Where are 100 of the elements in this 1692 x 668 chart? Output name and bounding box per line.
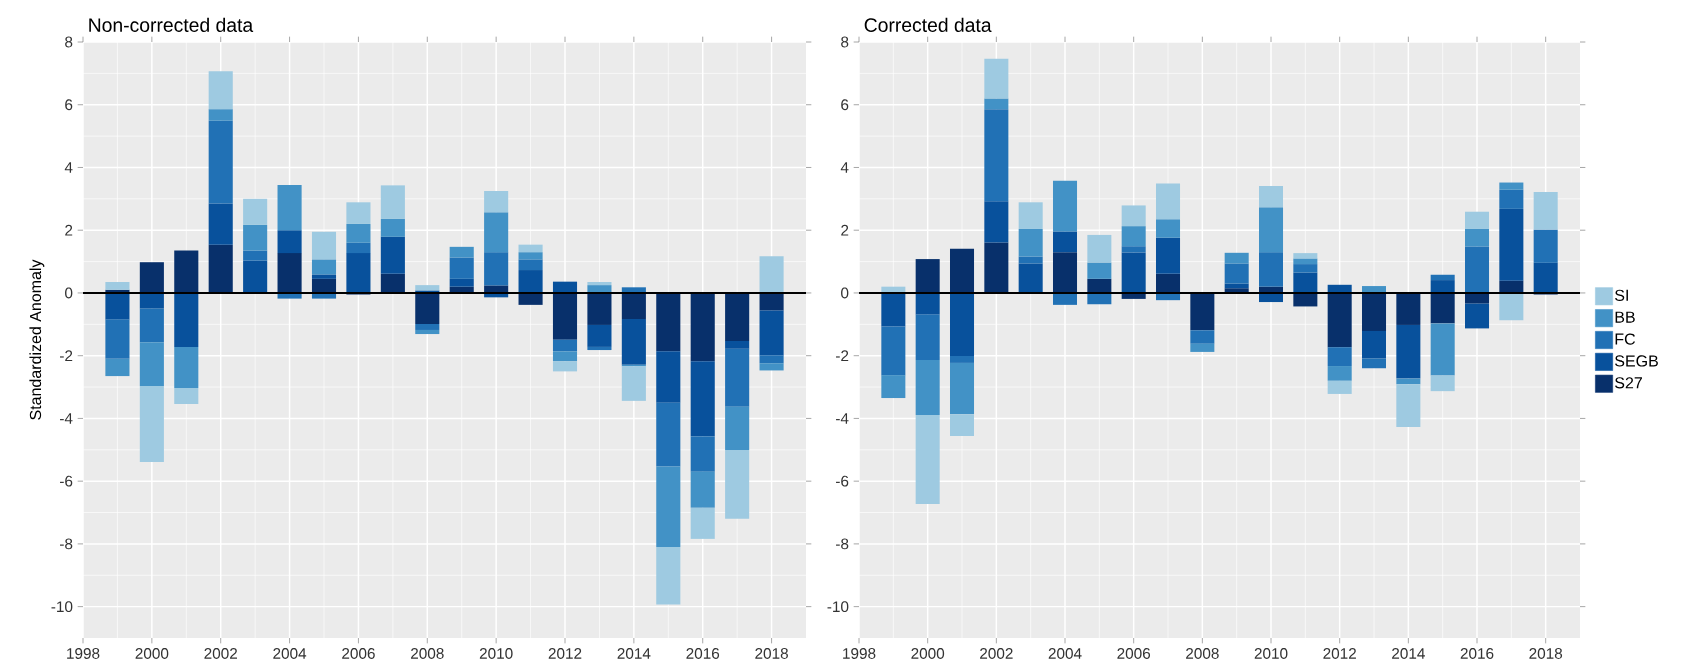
- bar: [311, 231, 337, 260]
- bar: [1155, 183, 1181, 220]
- bar: [1293, 258, 1318, 265]
- x-tick-label: 1998: [843, 648, 876, 659]
- bar: [915, 414, 940, 505]
- bar: [208, 109, 233, 121]
- y-tick-label: -2: [836, 350, 849, 362]
- bar: [984, 242, 1009, 293]
- bar: [1396, 324, 1421, 379]
- bar: [380, 236, 405, 274]
- bar: [1465, 228, 1490, 247]
- x-tick-label: 2002: [204, 648, 237, 659]
- bar: [950, 292, 975, 357]
- bar: [1155, 273, 1181, 293]
- y-tick-label: -2: [60, 350, 73, 362]
- bar: [1087, 262, 1112, 279]
- bar: [346, 223, 371, 243]
- bar: [725, 292, 750, 341]
- bar: [1499, 292, 1524, 321]
- legend-label: SI: [1615, 289, 1628, 302]
- bar: [587, 292, 612, 325]
- x-tick-label: 2010: [1254, 648, 1288, 659]
- bar: [1190, 343, 1215, 352]
- legend-label: BB: [1615, 311, 1635, 323]
- bar: [915, 360, 940, 415]
- bar: [139, 262, 164, 293]
- bar: [1499, 182, 1524, 190]
- bar: [1533, 262, 1558, 293]
- bar: [1293, 253, 1318, 259]
- bar: [243, 260, 268, 293]
- bar: [1396, 384, 1421, 427]
- bar: [346, 202, 371, 224]
- bar: [1499, 280, 1524, 293]
- bar: [1121, 226, 1146, 247]
- bar: [1465, 292, 1490, 304]
- bar: [656, 292, 681, 352]
- bar: [759, 256, 784, 293]
- y-tick-label: 8: [841, 36, 849, 48]
- bar: [449, 246, 474, 258]
- y-tick-label: -8: [60, 538, 73, 550]
- bar: [950, 414, 975, 436]
- bar: [950, 362, 975, 415]
- x-tick-label: 2010: [479, 648, 513, 659]
- bar: [277, 253, 302, 293]
- bar: [1327, 292, 1352, 348]
- bar: [915, 292, 940, 315]
- bar: [621, 318, 646, 365]
- bar: [621, 366, 646, 401]
- bar: [552, 339, 578, 352]
- bar: [415, 324, 440, 330]
- bar: [105, 319, 130, 359]
- bar: [725, 348, 750, 407]
- bar: [759, 292, 784, 311]
- bar: [1224, 263, 1249, 284]
- bar: [1465, 303, 1490, 329]
- y-tick-label: -4: [60, 413, 73, 424]
- bar: [174, 250, 199, 293]
- bar: [1155, 219, 1181, 238]
- bar: [311, 274, 337, 279]
- y-tick-label: 4: [64, 162, 73, 173]
- x-tick-label: 2002: [980, 648, 1013, 659]
- legend-label: S27: [1615, 377, 1642, 389]
- bar: [1121, 205, 1146, 227]
- bar: [243, 224, 268, 251]
- x-tick-label: 2016: [686, 648, 720, 659]
- bar: [484, 212, 509, 253]
- bar: [552, 292, 578, 340]
- bar: [208, 71, 233, 110]
- bar: [105, 292, 130, 320]
- x-tick-label: 1998: [67, 648, 100, 659]
- chart-title: Non-corrected data: [89, 17, 254, 32]
- x-tick-label: 2000: [911, 648, 945, 659]
- bar: [587, 324, 612, 347]
- bar: [518, 259, 543, 271]
- bar: [1362, 358, 1387, 369]
- bar: [1259, 185, 1284, 208]
- x-tick-label: 2006: [342, 648, 375, 659]
- chart-title: Corrected data: [864, 17, 992, 32]
- x-tick-label: 2016: [1460, 648, 1494, 659]
- y-tick-label: 6: [65, 99, 73, 111]
- y-tick-label: 2: [841, 224, 849, 236]
- bar: [1190, 330, 1215, 344]
- bar: [881, 292, 906, 327]
- bar: [915, 259, 940, 293]
- bar: [1053, 292, 1078, 305]
- bar: [380, 273, 405, 293]
- bar: [656, 351, 681, 403]
- y-tick-label: -6: [60, 475, 73, 487]
- bar: [380, 185, 405, 219]
- bar: [1362, 330, 1387, 359]
- x-tick-label: 2012: [548, 648, 582, 659]
- bar: [984, 201, 1009, 243]
- bar: [1155, 237, 1181, 274]
- bar: [1533, 229, 1558, 263]
- bar: [277, 185, 302, 231]
- bar: [449, 257, 474, 279]
- bar: [1533, 191, 1558, 230]
- y-tick-label: -10: [51, 601, 73, 613]
- bar: [243, 250, 268, 261]
- bar: [656, 402, 681, 467]
